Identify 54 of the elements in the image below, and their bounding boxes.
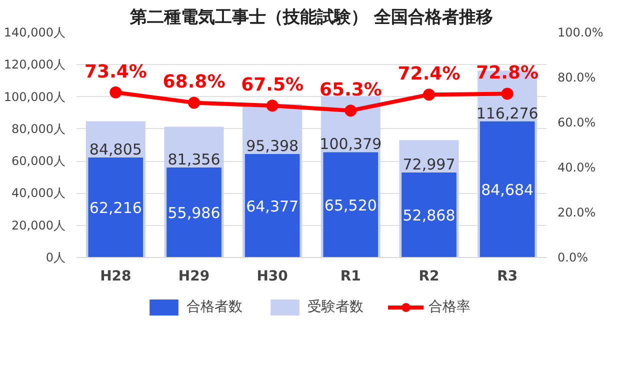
- y-tick-label: 80,000人: [12, 122, 66, 136]
- data-label: 72.8%: [476, 62, 539, 84]
- y-tick-label: 20,000人: [12, 218, 66, 232]
- bar: [88, 158, 144, 258]
- x-tick-label: H28: [100, 268, 132, 284]
- y-tick-label: 0人: [46, 250, 66, 264]
- legend-label: 受験者数: [308, 298, 364, 316]
- point: [501, 88, 514, 100]
- data-label: 65.3%: [319, 80, 382, 101]
- point: [344, 104, 357, 117]
- bar: [166, 168, 222, 258]
- data-label: 72,997: [402, 156, 456, 174]
- y-tick-label: 100,000人: [4, 90, 66, 104]
- y-tick-label: 120,000人: [4, 58, 66, 72]
- data-label: 62,216: [89, 199, 142, 218]
- data-label: 81,356: [168, 150, 220, 169]
- chart-title: 第二種電気工事士（技能試験） 全国合格者推移: [129, 8, 493, 28]
- data-label: 52,868: [402, 206, 456, 225]
- bar: [402, 172, 456, 258]
- y-tick-label: 60,000人: [12, 154, 66, 168]
- y2-tick-label: 100.0%: [558, 26, 604, 40]
- data-label: 65,520: [324, 196, 377, 214]
- data-label: 116,276: [476, 104, 538, 122]
- y2-tick-label: 20.0%: [558, 206, 596, 220]
- legend-label: 合格率: [428, 298, 470, 316]
- point: [188, 96, 200, 109]
- x-tick-label: H30: [256, 268, 288, 284]
- point: [266, 100, 278, 112]
- y2-tick-label: 80.0%: [558, 70, 596, 84]
- point: [110, 86, 122, 98]
- data-label: 55,986: [168, 204, 220, 222]
- y2-tick-label: 40.0%: [558, 160, 596, 174]
- data-label: 67.5%: [241, 74, 304, 96]
- data-label: 95,398: [246, 137, 299, 156]
- data-label: 84,805: [89, 140, 142, 159]
- x-tick-label: R1: [340, 268, 361, 284]
- y-tick-label: 40,000人: [12, 186, 66, 200]
- y-tick-label: 140,000人: [4, 26, 66, 40]
- data-label: 64,377: [246, 197, 299, 216]
- data-label: 84,684: [481, 180, 534, 199]
- x-tick-label: H29: [178, 268, 210, 284]
- bar: [323, 152, 378, 258]
- y2-tick-label: 60.0%: [558, 116, 596, 130]
- x-tick-label: R2: [418, 268, 440, 284]
- data-label: 72.4%: [398, 64, 460, 85]
- bar: [480, 121, 535, 258]
- data-label: 100,379: [320, 135, 382, 154]
- y2-tick-label: 0.0%: [558, 250, 588, 264]
- x-tick-label: R3: [497, 268, 518, 284]
- bar: [244, 154, 300, 258]
- data-label: 73.4%: [84, 61, 147, 82]
- data-label: 68.8%: [162, 72, 226, 93]
- legend-label: 合格者数: [186, 298, 242, 316]
- point: [423, 88, 435, 101]
